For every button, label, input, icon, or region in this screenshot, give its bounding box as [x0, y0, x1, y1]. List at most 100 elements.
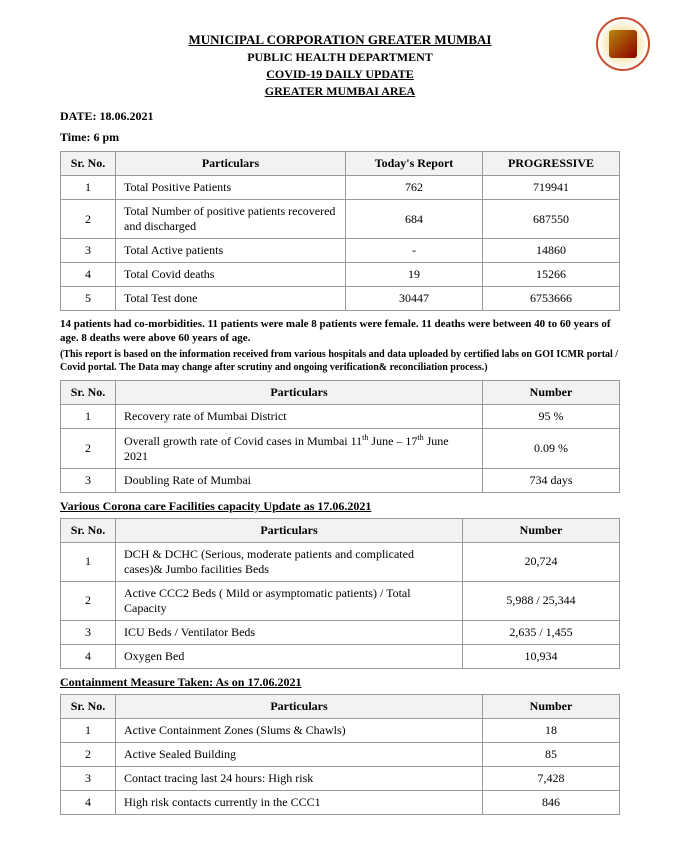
table-row: 3Contact tracing last 24 hours: High ris…	[61, 766, 620, 790]
cell-today: 19	[346, 263, 483, 287]
col-number: Number	[483, 380, 620, 404]
cell-today: 762	[346, 176, 483, 200]
table-row: 2Active Sealed Building85	[61, 742, 620, 766]
demographics-note: 14 patients had co-morbidities. 11 patie…	[60, 317, 620, 346]
cell-number: 20,724	[463, 542, 620, 581]
cell-sr: 4	[61, 263, 116, 287]
cell-sr: 1	[61, 176, 116, 200]
table-row: 4Total Covid deaths1915266	[61, 263, 620, 287]
cell-number: 846	[483, 790, 620, 814]
cell-progressive: 687550	[483, 200, 620, 239]
cell-particulars: Total Active patients	[116, 239, 346, 263]
cell-particulars: High risk contacts currently in the CCC1	[116, 790, 483, 814]
cell-number: 10,934	[463, 644, 620, 668]
col-particulars: Particulars	[116, 380, 483, 404]
table-row: 3Doubling Rate of Mumbai734 days	[61, 468, 620, 492]
cell-sr: 3	[61, 468, 116, 492]
table-header-row: Sr. No. Particulars Number	[61, 694, 620, 718]
cell-progressive: 14860	[483, 239, 620, 263]
cell-number: 85	[483, 742, 620, 766]
col-particulars: Particulars	[116, 518, 463, 542]
cell-particulars: Active CCC2 Beds ( Mild or asymptomatic …	[116, 581, 463, 620]
table-row: 4Oxygen Bed10,934	[61, 644, 620, 668]
table-row: 3ICU Beds / Ventilator Beds2,635 / 1,455	[61, 620, 620, 644]
cell-sr: 2	[61, 428, 116, 468]
cell-number: 734 days	[483, 468, 620, 492]
cell-sr: 1	[61, 404, 116, 428]
facilities-section-title: Various Corona care Facilities capacity …	[60, 499, 620, 514]
table-row: 2Total Number of positive patients recov…	[61, 200, 620, 239]
col-number: Number	[483, 694, 620, 718]
table-row: 1Recovery rate of Mumbai District95 %	[61, 404, 620, 428]
cell-number: 18	[483, 718, 620, 742]
cell-particulars: Total Number of positive patients recove…	[116, 200, 346, 239]
cell-particulars: Total Test done	[116, 287, 346, 311]
cell-particulars: Total Covid deaths	[116, 263, 346, 287]
col-particulars: Particulars	[116, 694, 483, 718]
col-particulars: Particulars	[116, 152, 346, 176]
cell-particulars: Total Positive Patients	[116, 176, 346, 200]
cell-particulars: Recovery rate of Mumbai District	[116, 404, 483, 428]
cell-progressive: 719941	[483, 176, 620, 200]
cell-sr: 1	[61, 718, 116, 742]
rates-table: Sr. No. Particulars Number 1Recovery rat…	[60, 380, 620, 493]
cell-number: 2,635 / 1,455	[463, 620, 620, 644]
cell-sr: 2	[61, 200, 116, 239]
col-today: Today's Report	[346, 152, 483, 176]
cell-today: 30447	[346, 287, 483, 311]
report-title: COVID-19 DAILY UPDATE	[60, 67, 620, 82]
cell-sr: 1	[61, 542, 116, 581]
cell-particulars: Doubling Rate of Mumbai	[116, 468, 483, 492]
cell-particulars: Contact tracing last 24 hours: High risk	[116, 766, 483, 790]
col-sr: Sr. No.	[61, 152, 116, 176]
cell-particulars: Overall growth rate of Covid cases in Mu…	[116, 428, 483, 468]
cell-number: 0.09 %	[483, 428, 620, 468]
document-header: MUNICIPAL CORPORATION GREATER MUMBAI PUB…	[60, 32, 620, 99]
table-row: 2Overall growth rate of Covid cases in M…	[61, 428, 620, 468]
cell-particulars: Active Containment Zones (Slums & Chawls…	[116, 718, 483, 742]
cell-particulars: Oxygen Bed	[116, 644, 463, 668]
cell-particulars: ICU Beds / Ventilator Beds	[116, 620, 463, 644]
table-row: 4High risk contacts currently in the CCC…	[61, 790, 620, 814]
area-title: GREATER MUMBAI AREA	[60, 84, 620, 99]
col-sr: Sr. No.	[61, 380, 116, 404]
cell-number: 7,428	[483, 766, 620, 790]
table-header-row: Sr. No. Particulars Number	[61, 518, 620, 542]
cell-sr: 4	[61, 790, 116, 814]
col-progressive: PROGRESSIVE	[483, 152, 620, 176]
cell-today: -	[346, 239, 483, 263]
table-row: 1Active Containment Zones (Slums & Chawl…	[61, 718, 620, 742]
summary-table: Sr. No. Particulars Today's Report PROGR…	[60, 151, 620, 311]
col-number: Number	[463, 518, 620, 542]
report-time: Time: 6 pm	[60, 130, 620, 145]
table-header-row: Sr. No. Particulars Number	[61, 380, 620, 404]
facilities-table: Sr. No. Particulars Number 1DCH & DCHC (…	[60, 518, 620, 669]
table-header-row: Sr. No. Particulars Today's Report PROGR…	[61, 152, 620, 176]
table-row: 1DCH & DCHC (Serious, moderate patients …	[61, 542, 620, 581]
table-row: 1Total Positive Patients762719941	[61, 176, 620, 200]
cell-sr: 5	[61, 287, 116, 311]
containment-section-title: Containment Measure Taken: As on 17.06.2…	[60, 675, 620, 690]
table-row: 2Active CCC2 Beds ( Mild or asymptomatic…	[61, 581, 620, 620]
report-date: DATE: 18.06.2021	[60, 109, 620, 124]
cell-progressive: 6753666	[483, 287, 620, 311]
cell-sr: 3	[61, 620, 116, 644]
cell-sr: 2	[61, 742, 116, 766]
table-row: 3Total Active patients-14860	[61, 239, 620, 263]
cell-today: 684	[346, 200, 483, 239]
cell-sr: 3	[61, 239, 116, 263]
dept-title: PUBLIC HEALTH DEPARTMENT	[60, 50, 620, 65]
cell-number: 95 %	[483, 404, 620, 428]
mcgm-logo	[596, 17, 650, 71]
containment-table: Sr. No. Particulars Number 1Active Conta…	[60, 694, 620, 815]
cell-sr: 3	[61, 766, 116, 790]
cell-sr: 4	[61, 644, 116, 668]
cell-particulars: DCH & DCHC (Serious, moderate patients a…	[116, 542, 463, 581]
disclaimer-note: (This report is based on the information…	[60, 348, 620, 374]
table-row: 5Total Test done304476753666	[61, 287, 620, 311]
cell-particulars: Active Sealed Building	[116, 742, 483, 766]
cell-sr: 2	[61, 581, 116, 620]
col-sr: Sr. No.	[61, 694, 116, 718]
cell-number: 5,988 / 25,344	[463, 581, 620, 620]
col-sr: Sr. No.	[61, 518, 116, 542]
